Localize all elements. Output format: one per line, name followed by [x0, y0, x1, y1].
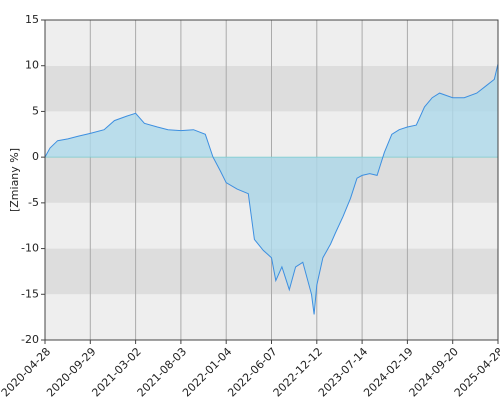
y-tick-label: 15 [25, 13, 39, 26]
area [45, 63, 498, 315]
y-tick-label: 5 [32, 104, 39, 117]
y-tick-label: -15 [21, 287, 39, 300]
plot-frame [44, 19, 499, 341]
y-axis-label: [Zmiany %] [8, 148, 21, 212]
y-tick-label: -10 [21, 242, 39, 255]
y-tick-label: -20 [21, 333, 39, 346]
y-tick-label: 0 [32, 150, 39, 163]
y-tick-label: 10 [25, 59, 39, 72]
line [44, 63, 499, 315]
y-tick-label: -5 [28, 196, 39, 209]
